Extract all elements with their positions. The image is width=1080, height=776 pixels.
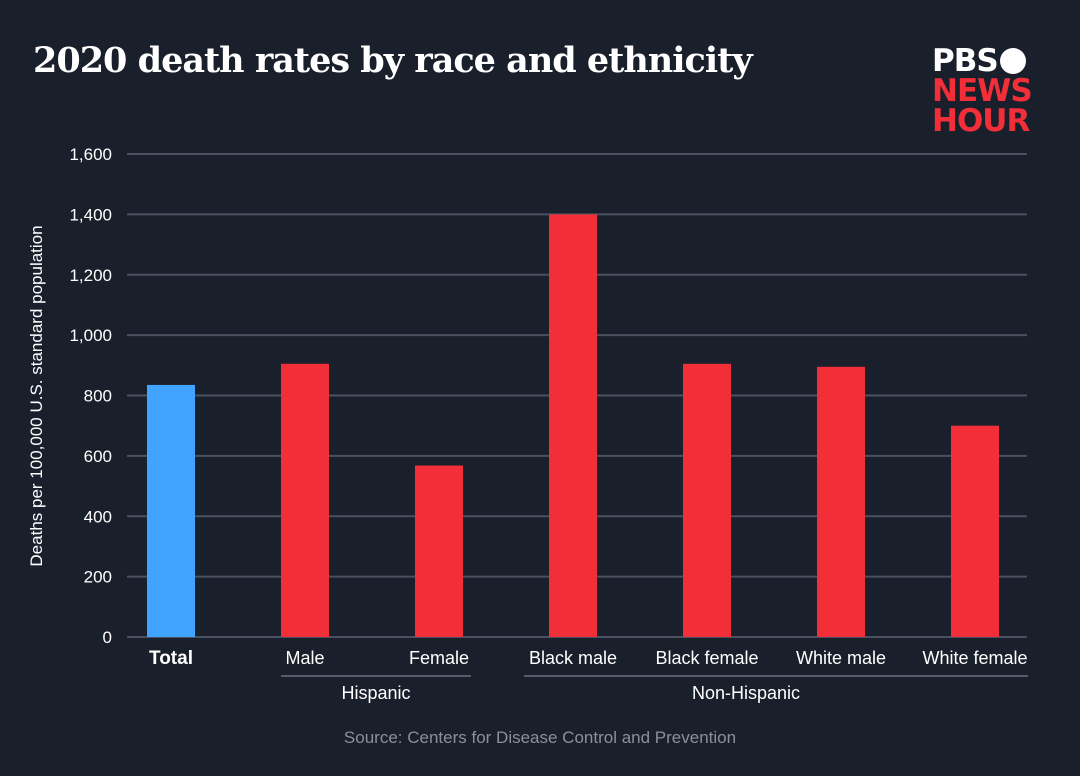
logo-news-text: NEWS — [932, 73, 1033, 109]
bar-female — [415, 465, 463, 637]
logo-hour-text: HOUR — [932, 103, 1030, 139]
pbs-head-icon — [999, 48, 1026, 74]
bar-white-female — [951, 425, 999, 637]
x-tick-label: Black female — [655, 648, 758, 668]
source-note: Source: Centers for Disease Control and … — [344, 728, 736, 747]
y-tick-label: 1,400 — [69, 205, 112, 224]
group-label: Hispanic — [341, 683, 410, 703]
bar-black-female — [683, 363, 731, 637]
y-tick-label: 1,000 — [69, 326, 112, 345]
y-tick-label: 400 — [84, 507, 112, 526]
bar-black-male — [549, 214, 597, 637]
chart-title: 2020 death rates by race and ethnicity — [33, 40, 753, 81]
bar-white-male — [817, 366, 865, 637]
pbs-newshour-logo: PBS NEWS HOUR — [932, 43, 1033, 139]
y-tick-label: 600 — [84, 447, 112, 466]
y-tick-label: 0 — [103, 628, 112, 647]
x-tick-label: Black male — [529, 648, 617, 668]
y-tick-label: 1,200 — [69, 266, 112, 285]
x-tick-label: Total — [149, 648, 193, 669]
x-tick-label: White female — [922, 648, 1027, 668]
bar-total — [147, 384, 195, 637]
x-tick-label: White male — [796, 648, 886, 668]
y-tick-label: 200 — [84, 568, 112, 587]
y-tick-label: 1,600 — [69, 145, 112, 164]
y-tick-label: 800 — [84, 387, 112, 406]
logo-pbs-text: PBS — [932, 43, 999, 79]
y-axis-label: Deaths per 100,000 U.S. standard populat… — [27, 225, 46, 566]
x-tick-label: Male — [285, 648, 324, 668]
group-label: Non-Hispanic — [692, 683, 800, 703]
x-tick-label: Female — [409, 648, 469, 668]
bar-male — [281, 363, 329, 637]
